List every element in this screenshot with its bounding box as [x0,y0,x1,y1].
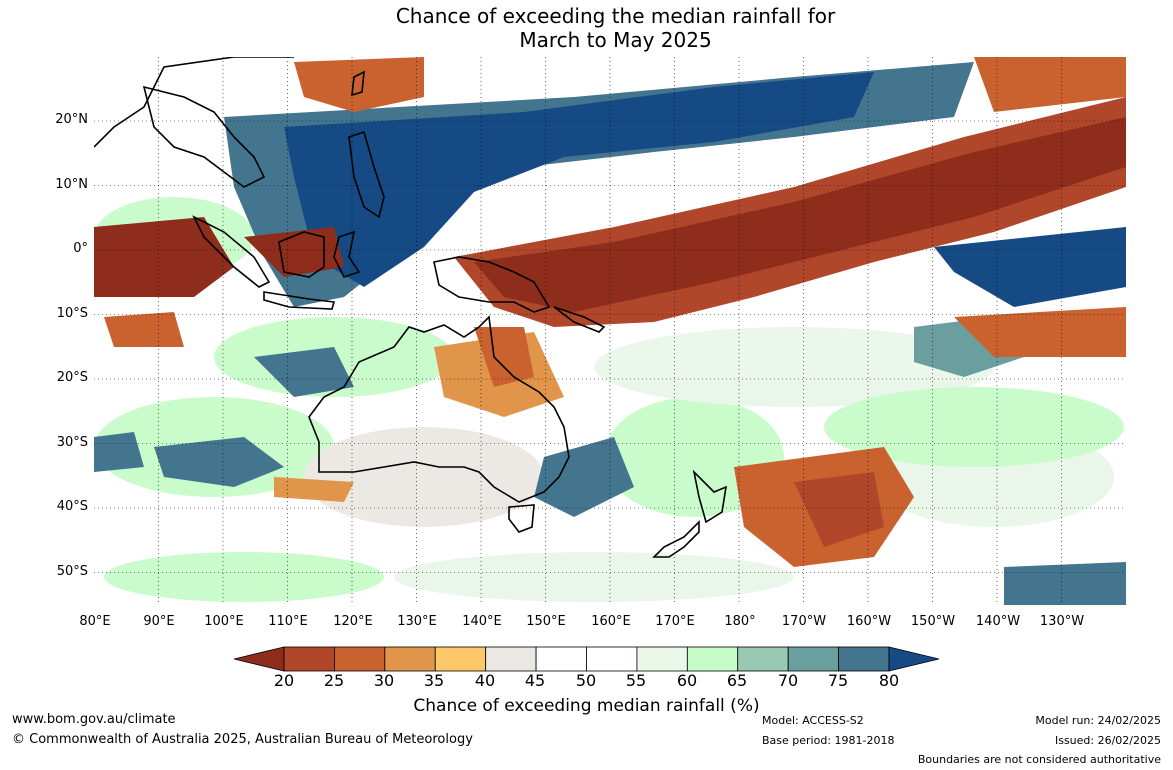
lon-label-90e: 90°E [143,614,175,629]
colorbar-segment [434,646,487,672]
footer-url[interactable]: www.bom.gov.au/climate [12,712,176,727]
colorbar-segment [384,646,436,672]
title-line-2: March to May 2025 [519,28,712,52]
colorbar-segment [737,646,789,672]
australia-coastline [308,315,570,503]
colorbar-tick-70: 70 [777,671,799,690]
lon-label-140w: 140°W [975,614,1021,629]
footer-model-run: Model run: 24/02/2025 [1035,714,1161,727]
colorbar-tick-20: 20 [273,671,295,690]
lat-label-0: 0° [73,241,88,256]
rainfall-map [94,57,1126,605]
footer-disclaimer: Boundaries are not considered authoritat… [917,753,1161,766]
colorbar-tick-50: 50 [575,671,597,690]
map-title: Chance of exceeding the median rainfall … [0,4,1173,52]
lon-label-170w: 170°W [781,614,827,629]
lon-label-130w: 130°W [1039,614,1085,629]
colorbar-segment [334,646,386,672]
lon-label-170e: 170°E [655,614,695,629]
lon-label-110e: 110°E [268,614,308,629]
footer-copyright: © Commonwealth of Australia 2025, Austra… [12,732,473,747]
map-canvas [94,57,1126,605]
lon-label-140e: 140°E [462,614,502,629]
lon-label-100e: 100°E [204,614,244,629]
colorbar-segments [283,646,890,672]
footer-issued: Issued: 26/02/2025 [1054,734,1161,747]
tasmania-coastline [508,504,535,533]
lat-label-50s: 50°S [56,564,88,579]
colorbar-segment [586,646,638,672]
lon-label-150e: 150°E [526,614,566,629]
colorbar-segment [636,646,688,672]
sumatra-coastline [192,215,271,288]
lon-label-130e: 130°E [397,614,437,629]
lon-label-120e: 120°E [333,614,373,629]
borneo-coastline [278,231,325,278]
new-zealand-south-coastline [652,520,700,558]
colorbar-segment [838,646,890,672]
colorbar-tick-65: 65 [726,671,748,690]
footer-base-period: Base period: 1981-2018 [762,734,895,747]
lat-label-10s: 10°S [56,306,88,321]
wet-anomaly-regions [94,62,1126,605]
colorbar-label: Chance of exceeding median rainfall (%) [413,696,760,716]
colorbar-tick-60: 60 [676,671,698,690]
colorbar-segment [485,646,537,672]
lon-label-150w: 150°W [910,614,956,629]
indochina-coastline [142,85,266,188]
colorbar-tick-80: 80 [878,671,900,690]
colorbar-tick-35: 35 [423,671,445,690]
lon-label-160e: 160°E [591,614,631,629]
coastlines [94,57,728,558]
new-guinea-coastline [433,256,551,313]
title-line-1: Chance of exceeding the median rainfall … [395,4,836,28]
colorbar-high-arrow [888,646,939,672]
java-coastline [263,291,336,310]
colorbar [234,646,939,672]
colorbar-tick-55: 55 [625,671,647,690]
lon-label-80e: 80°E [79,614,111,629]
solomon-islands-coastline [553,306,606,333]
lon-label-160w: 160°W [846,614,892,629]
lat-label-40s: 40°S [56,499,88,514]
colorbar-segment [535,646,587,672]
colorbar-tick-45: 45 [524,671,546,690]
colorbar-segment [686,646,739,672]
sulawesi-coastline [333,230,361,278]
dry-anomaly-regions [94,57,1126,567]
lat-label-10n: 10°N [55,177,88,192]
colorbar-segment [283,646,335,672]
asia-coastline [94,57,294,148]
taiwan-coastline [351,70,365,97]
colorbar-low-arrow [234,646,285,672]
lon-label-180: 180° [724,614,756,629]
philippines-coastline [348,130,385,219]
lat-label-30s: 30°S [56,435,88,450]
new-zealand-north-coastline [692,469,728,524]
colorbar-tick-75: 75 [827,671,849,690]
map-gridlines [94,57,1126,605]
colorbar-tick-40: 40 [474,671,496,690]
lat-label-20n: 20°N [55,112,88,127]
footer-model: Model: ACCESS-S2 [762,714,864,727]
colorbar-segment [787,646,839,672]
lat-label-20s: 20°S [56,370,88,385]
colorbar-tick-25: 25 [323,671,345,690]
colorbar-tick-30: 30 [373,671,395,690]
